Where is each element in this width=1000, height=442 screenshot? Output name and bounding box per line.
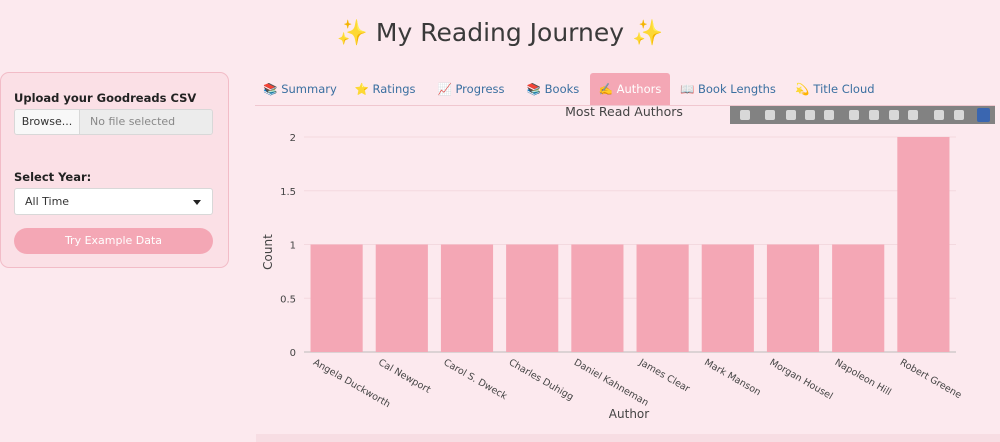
pan-icon[interactable]: [786, 110, 796, 120]
y-tick-label: 2: [290, 133, 296, 144]
bar-napoleon-hill[interactable]: [832, 244, 885, 353]
chart-icon: 📈: [437, 82, 452, 96]
hover-compare-icon[interactable]: [954, 110, 964, 120]
tab-label: Authors: [616, 82, 662, 96]
spike-lines-icon[interactable]: [934, 110, 944, 120]
zoom-in-icon[interactable]: [849, 110, 859, 120]
tab-book-lengths[interactable]: 📖 Book Lengths: [680, 73, 776, 105]
zoom-icon[interactable]: [765, 110, 775, 120]
tab-bar: 📚 Summary ⭐ Ratings 📈 Progress 📚 Books ✍…: [255, 73, 995, 106]
sparkle-icon: 💫: [795, 82, 810, 96]
bar-robert-greene[interactable]: [897, 137, 950, 352]
x-tick-label: James Clear: [636, 357, 691, 395]
camera-icon[interactable]: [740, 110, 750, 120]
sidebar-panel: Upload your Goodreads CSV Browse... No f…: [0, 72, 229, 268]
y-tick-label: 0: [290, 348, 296, 359]
tab-summary[interactable]: 📚 Summary: [260, 73, 340, 105]
x-tick-label: Mark Manson: [702, 357, 762, 398]
page-title: ✨ My Reading Journey ✨: [336, 18, 664, 47]
chevron-down-icon: [193, 200, 201, 205]
tab-label: Progress: [455, 82, 505, 96]
open-book-icon: 📖: [680, 82, 695, 96]
chart-modebar: [730, 106, 995, 124]
y-tick-label: 1.5: [280, 187, 296, 198]
bar-mark-manson[interactable]: [701, 244, 754, 353]
zoom-out-icon[interactable]: [869, 110, 879, 120]
x-tick-label: Carol S. Dweck: [442, 357, 510, 402]
x-tick-label: Morgan Housel: [768, 357, 835, 402]
tab-label: Books: [544, 82, 580, 96]
tab-title-cloud[interactable]: 💫 Title Cloud: [795, 73, 875, 105]
x-tick-label: Cal Newport: [376, 357, 432, 396]
bar-morgan-housel[interactable]: [766, 244, 820, 353]
tab-label: Title Cloud: [813, 82, 875, 96]
upload-label: Upload your Goodreads CSV: [14, 91, 197, 105]
browse-button[interactable]: Browse...: [15, 110, 80, 134]
writing-hand-icon: ✍️: [598, 82, 613, 96]
home-icon[interactable]: [908, 110, 918, 120]
authors-bar-chart[interactable]: Most Read Authors 00.511.52 Angela Duckw…: [250, 100, 1000, 420]
y-tick-label: 0.5: [280, 294, 296, 305]
tab-progress[interactable]: 📈 Progress: [435, 73, 507, 105]
file-upload-input[interactable]: Browse... No file selected: [14, 109, 213, 135]
bar-angela-duckworth[interactable]: [310, 244, 363, 353]
autoscale-icon[interactable]: [889, 110, 899, 120]
year-select[interactable]: All Time: [14, 188, 213, 215]
bar-james-clear[interactable]: [636, 244, 689, 353]
tab-label: Ratings: [372, 82, 416, 96]
tab-authors[interactable]: ✍️ Authors: [590, 73, 670, 105]
y-axis-label: Count: [261, 234, 275, 270]
tab-books[interactable]: 📚 Books: [523, 73, 583, 105]
plotly-logo-icon[interactable]: [977, 108, 990, 122]
x-tick-label: Napoleon Hill: [833, 357, 893, 398]
books-icon: 📚: [263, 82, 278, 96]
file-name-field: No file selected: [80, 110, 212, 134]
tab-ratings[interactable]: ⭐ Ratings: [353, 73, 417, 105]
tab-label: Summary: [281, 82, 337, 96]
x-tick-label: Robert Greene: [898, 357, 963, 401]
box-select-icon[interactable]: [805, 110, 815, 120]
lasso-select-icon[interactable]: [824, 110, 834, 120]
bar-cal-newport[interactable]: [375, 244, 428, 353]
try-example-button[interactable]: Try Example Data: [14, 228, 213, 254]
year-select-value: All Time: [25, 195, 70, 208]
books-icon: 📚: [526, 82, 542, 96]
tab-label: Book Lengths: [697, 82, 776, 96]
bottom-panel-edge: [256, 434, 1000, 442]
year-label: Select Year:: [14, 170, 92, 184]
y-tick-label: 1: [290, 241, 296, 252]
star-icon: ⭐: [354, 82, 369, 96]
bar-charles-duhigg[interactable]: [506, 244, 559, 353]
x-axis-label: Author: [609, 407, 649, 420]
x-tick-label: Charles Duhigg: [507, 357, 576, 403]
bar-daniel-kahneman[interactable]: [571, 244, 624, 353]
chart-title: Most Read Authors: [565, 104, 683, 119]
bar-carol-s-dweck[interactable]: [440, 244, 494, 353]
